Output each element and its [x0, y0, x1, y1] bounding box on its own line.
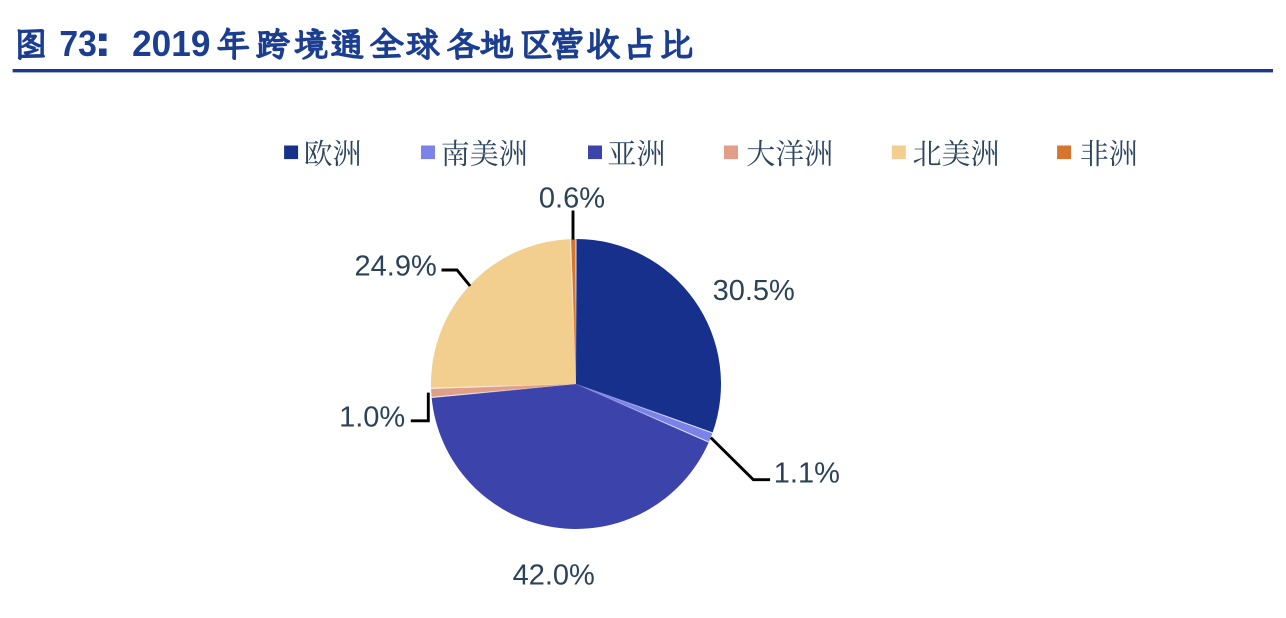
svg-text:2019: 2019	[132, 23, 210, 64]
svg-text:1.1%: 1.1%	[774, 458, 840, 490]
svg-text:73: 73	[59, 23, 97, 64]
svg-text:0.6%: 0.6%	[539, 183, 605, 215]
svg-text:42.0%: 42.0%	[513, 560, 595, 592]
svg-text:1.0%: 1.0%	[339, 402, 405, 434]
svg-text:24.9%: 24.9%	[355, 251, 437, 283]
svg-text:30.5%: 30.5%	[713, 275, 795, 307]
